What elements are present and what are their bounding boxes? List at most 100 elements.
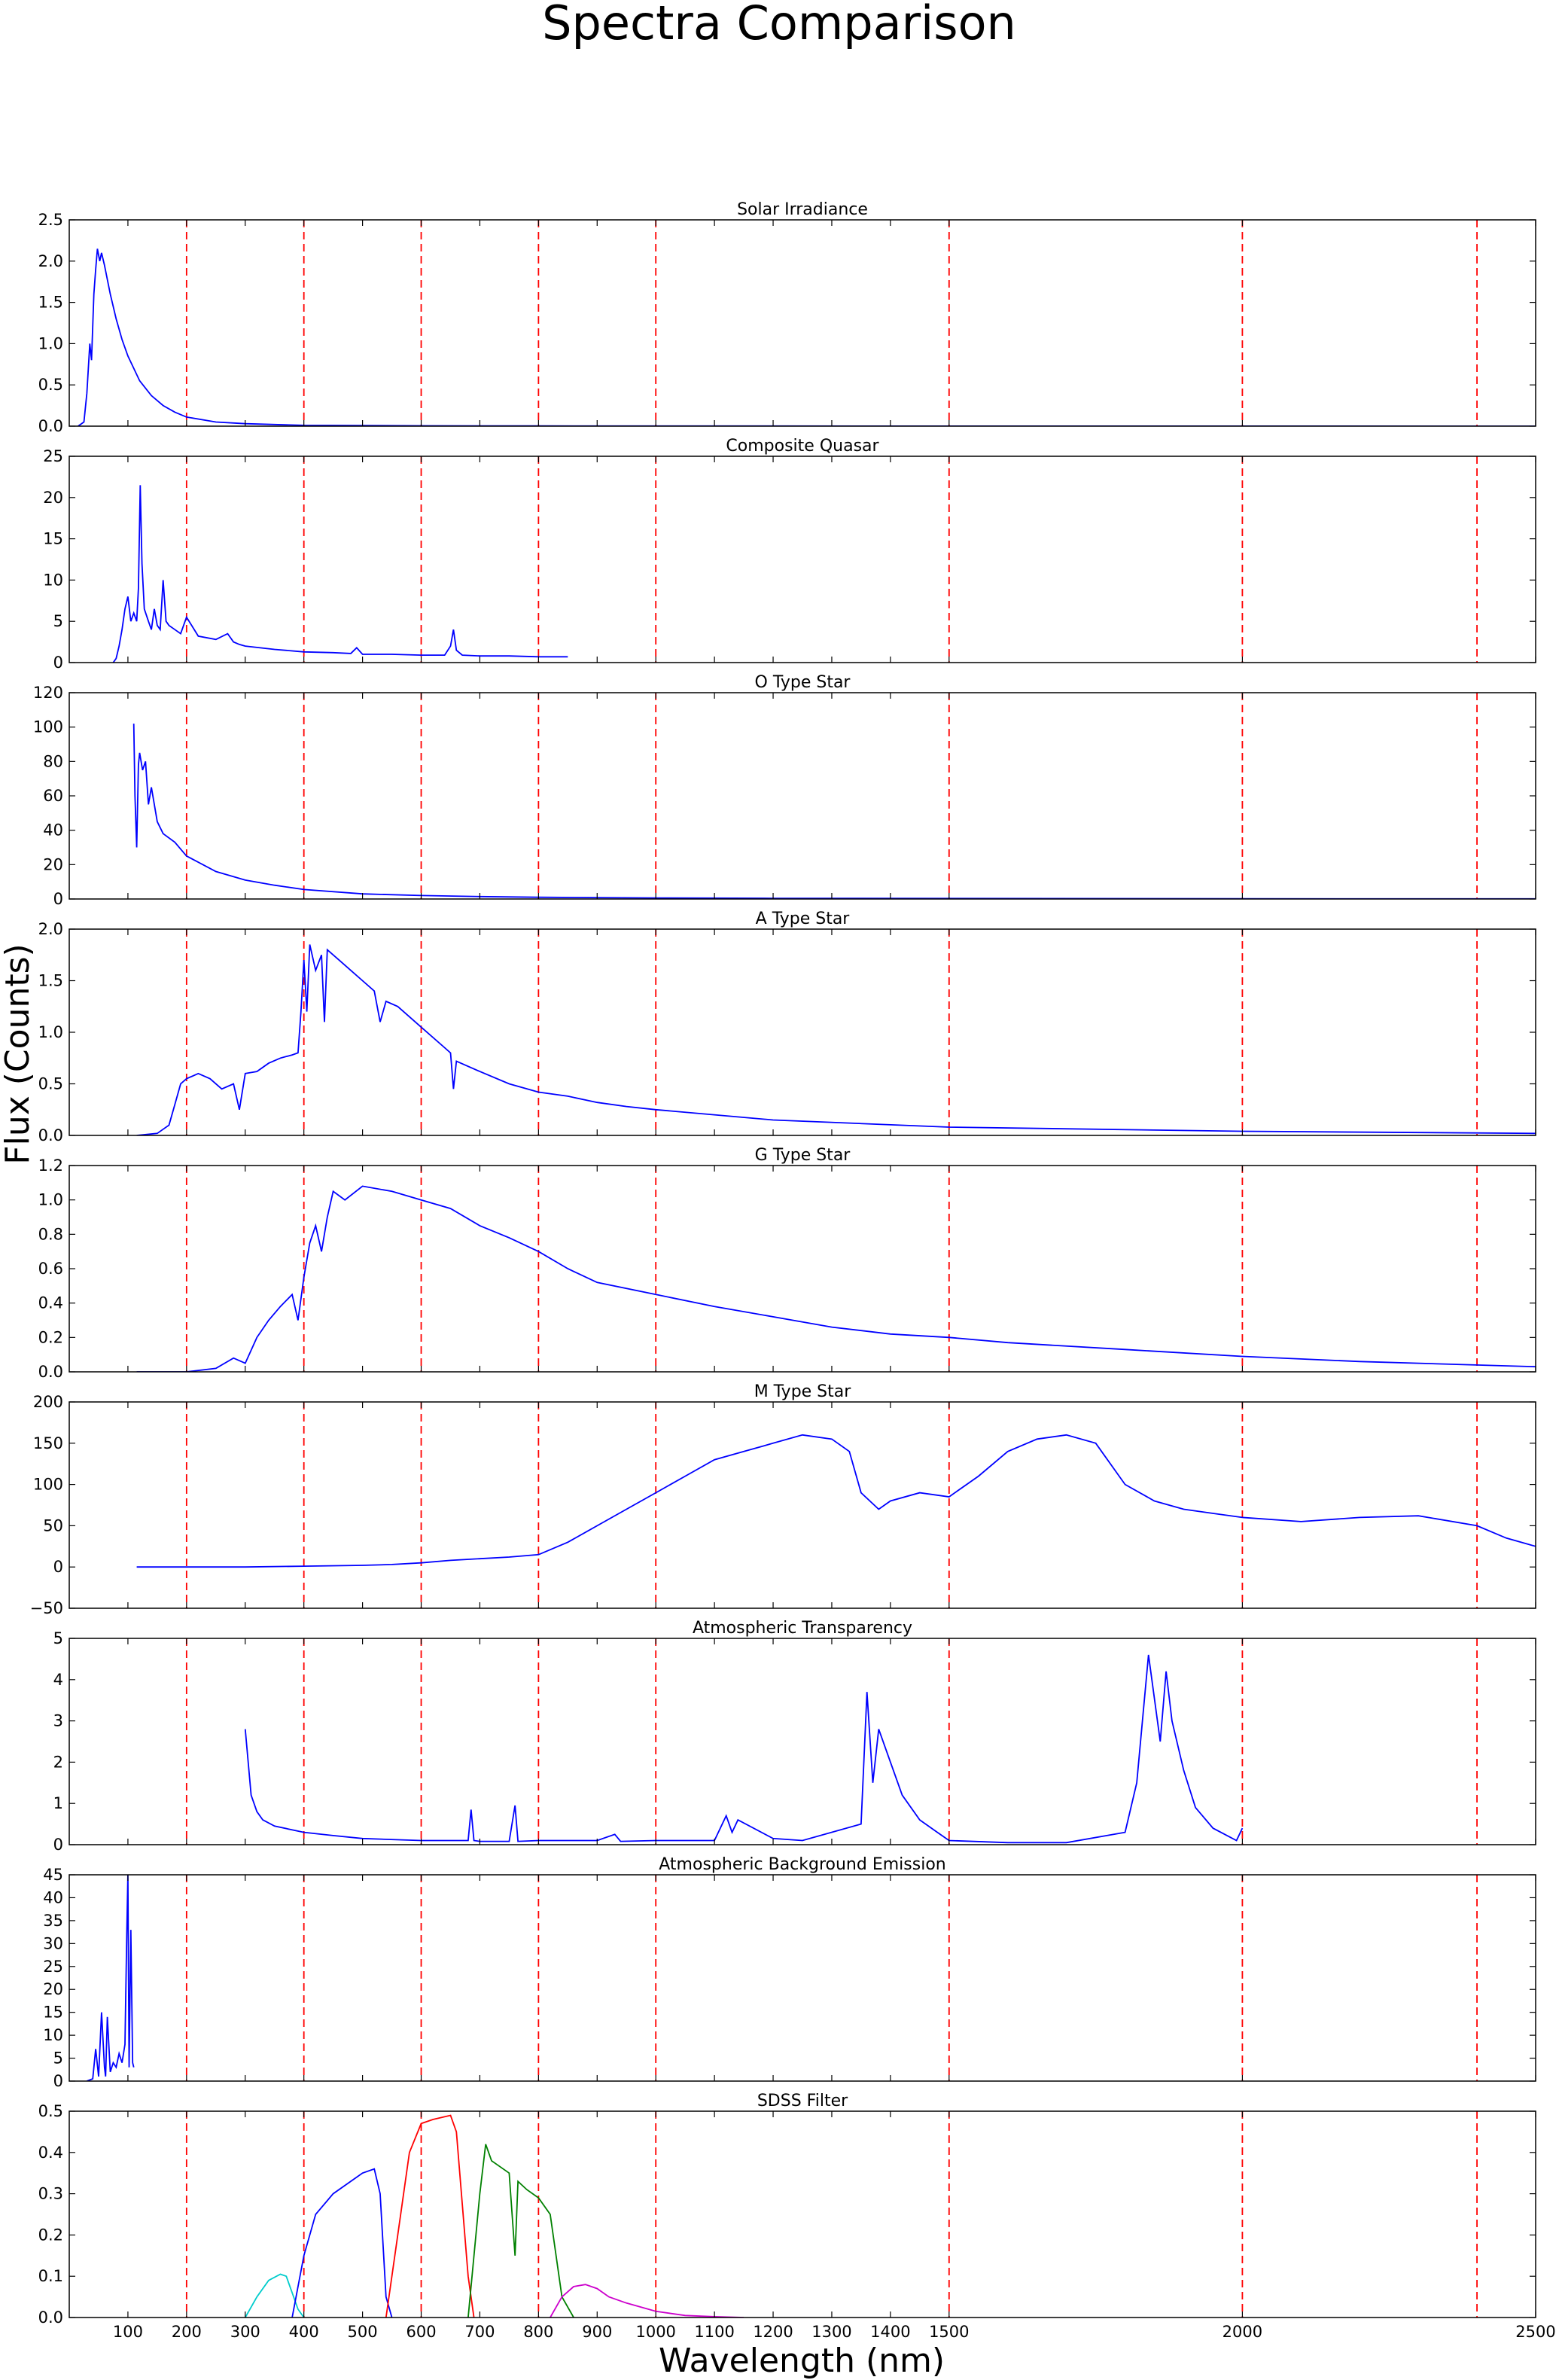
y-tick-label: 45: [43, 1866, 63, 1884]
panel-title: O Type Star: [755, 673, 851, 692]
y-tick-label: 60: [43, 787, 63, 805]
y-tick-label: 1.2: [38, 1156, 63, 1175]
panel-frame: [69, 1401, 1536, 1609]
y-tick-label: 0.1: [38, 2267, 63, 2285]
y-tick-label: 1.0: [38, 1191, 63, 1209]
x-tick-label: 400: [289, 2323, 319, 2341]
spectrum-line: [136, 1185, 1536, 1372]
x-tick-label: 900: [582, 2323, 612, 2341]
panel-7: Atmospheric Background Emission 0 5 10 15 20 2…: [43, 1855, 1536, 2090]
spectrum-line: [244, 1654, 1244, 1844]
panel-1: Composite Quasar 0 5 10 15 20 25: [43, 437, 1536, 672]
y-tick-label: 0: [53, 654, 63, 672]
spectrum-line: [550, 2284, 744, 2318]
y-tick-label: 1.0: [38, 1023, 63, 1041]
y-tick-label: 0.5: [38, 376, 63, 394]
panels-group: Solar Irradiance 0.0 0.5 1.0 1.5 2.0 2.5 Compos…: [30, 200, 1556, 2341]
y-tick-label: −50: [30, 1599, 63, 1617]
y-tick-label: 0.0: [38, 1363, 63, 1381]
y-tick-label: 0: [53, 1836, 63, 1854]
y-tick-label: 200: [33, 1393, 63, 1411]
y-tick-label: 20: [43, 1980, 63, 1998]
y-tick-label: 0.2: [38, 2226, 63, 2244]
spectrum-line: [385, 2114, 475, 2318]
panel-frame: [69, 456, 1536, 663]
spectrum-line: [132, 724, 1536, 899]
y-tick-label: 0.3: [38, 2185, 63, 2203]
spectrum-line: [467, 2144, 574, 2318]
y-tick-label: 0.0: [38, 1126, 63, 1144]
y-tick-label: 50: [43, 1516, 63, 1534]
spectrum-line: [245, 2273, 305, 2318]
x-tick-label: 1000: [635, 2323, 675, 2341]
y-tick-label: 15: [43, 530, 63, 548]
x-tick-label: 100: [113, 2323, 143, 2341]
y-tick-label: 0.4: [38, 2144, 63, 2162]
x-tick-label: 1100: [694, 2323, 734, 2341]
spectrum-line: [78, 248, 1536, 426]
panel-title: Composite Quasar: [726, 437, 879, 456]
x-tick-label: 2000: [1222, 2323, 1262, 2341]
y-tick-label: 0.2: [38, 1328, 63, 1346]
panel-title: Solar Irradiance: [737, 200, 868, 219]
y-tick-label: 100: [33, 718, 63, 736]
x-tick-label: 2500: [1515, 2323, 1555, 2341]
y-tick-label: 0.5: [38, 1075, 63, 1093]
spectrum-line: [136, 944, 1536, 1135]
y-tick-label: 35: [43, 1912, 63, 1930]
y-tick-label: 0: [53, 890, 63, 908]
panel-title: Atmospheric Transparency: [693, 1619, 912, 1638]
figure-title: Spectra Comparison: [542, 0, 1016, 50]
panel-frame: [69, 928, 1536, 1136]
y-tick-label: 0.5: [38, 2102, 63, 2120]
panel-frame: [69, 219, 1536, 427]
x-tick-label: 1200: [753, 2323, 793, 2341]
x-tick-label: 1400: [870, 2323, 910, 2341]
y-tick-label: 5: [53, 1629, 63, 1647]
y-tick-label: 120: [33, 684, 63, 702]
y-tick-label: 2: [53, 1753, 63, 1771]
y-tick-label: 1.5: [38, 972, 63, 990]
y-axis-label: Flux (Counts): [0, 943, 37, 1164]
y-tick-label: 1: [53, 1794, 63, 1812]
x-tick-label: 1500: [929, 2323, 969, 2341]
y-tick-label: 0.6: [38, 1260, 63, 1278]
panel-3: A Type Star 0.0 0.5 1.0 1.5 2.0: [38, 910, 1536, 1144]
panel-frame: [69, 1874, 1536, 2082]
y-tick-label: 0.0: [38, 2308, 63, 2327]
panel-frame: [69, 1638, 1536, 1845]
y-tick-label: 2.0: [38, 252, 63, 270]
x-tick-label: 1300: [811, 2323, 851, 2341]
panel-title: G Type Star: [755, 1146, 851, 1165]
y-tick-label: 15: [43, 2004, 63, 2022]
x-tick-label: 800: [523, 2323, 553, 2341]
x-tick-label: 500: [348, 2323, 378, 2341]
panel-5: M Type Star −50 0 50 100 150 200: [30, 1382, 1536, 1617]
y-tick-label: 0: [53, 1558, 63, 1576]
y-tick-label: 40: [43, 1888, 63, 1906]
panel-4: G Type Star 0.0 0.2 0.4 0.6 0.8 1.0 1.2: [38, 1146, 1536, 1381]
y-tick-label: 25: [43, 1958, 63, 1976]
y-tick-label: 100: [33, 1476, 63, 1494]
panel-2: O Type Star 0 20 40 60 80 100 120: [33, 673, 1536, 908]
panel-0: Solar Irradiance 0.0 0.5 1.0 1.5 2.0 2.5: [38, 200, 1536, 435]
spectrum-line: [291, 2168, 393, 2318]
y-tick-label: 5: [53, 2049, 63, 2068]
y-tick-label: 10: [43, 2026, 63, 2044]
y-tick-label: 150: [33, 1434, 63, 1452]
y-tick-label: 3: [53, 1712, 63, 1730]
y-tick-label: 1.5: [38, 294, 63, 312]
y-tick-label: 0: [53, 2072, 63, 2090]
y-tick-label: 0.0: [38, 417, 63, 435]
y-tick-label: 0.4: [38, 1294, 63, 1312]
y-tick-label: 4: [53, 1671, 63, 1689]
y-tick-label: 80: [43, 752, 63, 770]
y-tick-label: 20: [43, 855, 63, 873]
panel-6: Atmospheric Transparency 0 1 2 3 4 5: [53, 1619, 1536, 1854]
panel-frame: [69, 2110, 1536, 2318]
spectrum-line: [136, 1434, 1536, 1568]
y-tick-label: 20: [43, 489, 63, 507]
spectrum-line: [87, 1875, 135, 2081]
panel-title: A Type Star: [756, 910, 851, 928]
